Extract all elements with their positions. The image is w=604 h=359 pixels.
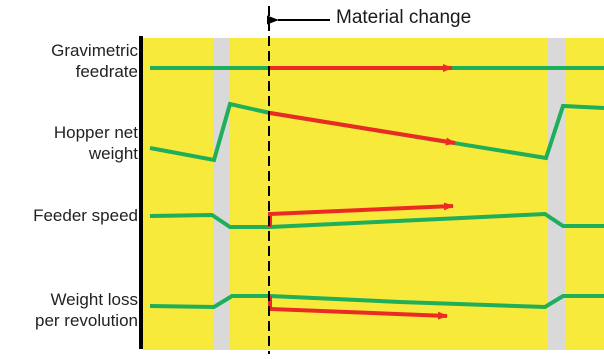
row-label-feedrate: Gravimetric feedrate [51, 40, 138, 82]
row-label-line: Weight loss [50, 290, 138, 309]
material-change-label: Material change [336, 7, 472, 28]
hopper-change-arrow [269, 111, 456, 146]
feeder-speed-signal [149, 211, 604, 229]
row-label-line: Gravimetric [51, 41, 138, 60]
row-label-weight-loss: Weight loss per revolution [35, 289, 138, 331]
yellow-background-band [143, 38, 604, 350]
row-label-line: Feeder speed [33, 206, 138, 225]
row-label-line: weight [88, 144, 138, 163]
row-label-feeder-speed: Feeder speed [33, 205, 138, 226]
row-label-hopper-weight: Hopper net weight [54, 122, 138, 164]
weight-loss-signal [149, 294, 604, 310]
row-label-line: Hopper net [53, 123, 138, 142]
row-label-line: per revolution [34, 311, 138, 330]
row-label-line: feedrate [75, 62, 138, 81]
